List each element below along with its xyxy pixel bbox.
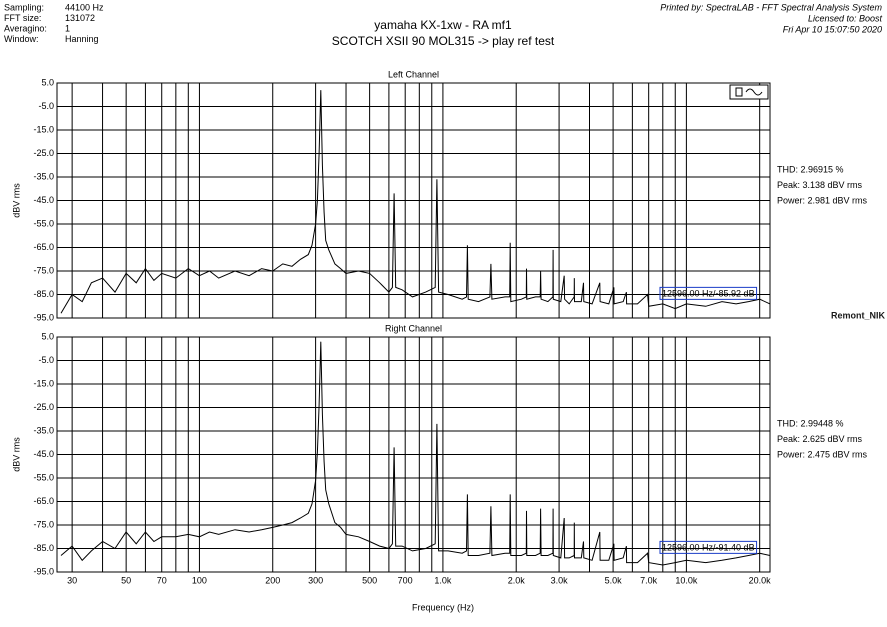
- marker-label: 12596.00 Hz/-85.92 dB: [662, 288, 755, 298]
- chart: Left Channel dBV rms 5.0 -5.0 -15.0 -25.0 -35.…: [11, 69, 867, 322]
- x-tick-label: 1.0k: [434, 575, 452, 585]
- y-axis-label: dBV rms: [11, 183, 21, 218]
- y-tick-label: -85.0: [33, 543, 54, 553]
- measurement: THD: 2.96915 %: [777, 164, 844, 174]
- y-tick-label: -85.0: [33, 289, 54, 299]
- x-tick-label: 50: [121, 575, 131, 585]
- y-tick-label: -25.0: [33, 402, 54, 412]
- watermark: Remont_NIK: [831, 310, 886, 320]
- y-tick-label: -55.0: [33, 218, 54, 228]
- x-tick-label: 2.0k: [508, 575, 526, 585]
- x-tick-label: 100: [192, 575, 207, 585]
- chart-title: Left Channel: [388, 69, 439, 79]
- printed-info: Fri Apr 10 15:07:50 2020: [783, 24, 882, 34]
- x-tick-label: 10.0k: [675, 575, 698, 585]
- info-value: 44100 Hz: [65, 2, 104, 12]
- x-tick-label: 20.0k: [749, 575, 772, 585]
- x-axis-label-group: Frequency (Hz): [412, 602, 474, 612]
- y-axis-label: dBV rms: [11, 437, 21, 472]
- info-value: 131072: [65, 13, 95, 23]
- toolbar-icon-glyph: [735, 87, 763, 97]
- marker-label: 12596.00 Hz/-91.40 dB: [662, 542, 755, 552]
- x-tick-label: 70: [157, 575, 167, 585]
- y-tick-label: -5.0: [38, 355, 54, 365]
- info-value: Hanning: [65, 34, 99, 44]
- info-value: 1: [65, 23, 70, 33]
- info-key: Sampling:: [4, 2, 44, 12]
- y-tick-label: -45.0: [33, 449, 54, 459]
- measurement: Power: 2.981 dBV rms: [777, 195, 868, 205]
- x-tick-label: 700: [398, 575, 413, 585]
- y-tick-label: -75.0: [33, 519, 54, 529]
- y-tick-label: -95.0: [33, 566, 54, 576]
- y-tick-label: -55.0: [33, 472, 54, 482]
- x-tick-label: 5.0k: [605, 575, 623, 585]
- printed-info: Licensed to: Boost: [808, 13, 883, 23]
- x-tick-label: 7.0k: [640, 575, 658, 585]
- marker-box: [659, 540, 758, 554]
- info-key: Window:: [4, 34, 39, 44]
- chart-title: Right Channel: [385, 323, 442, 333]
- x-axis-label: Frequency (Hz): [412, 602, 474, 612]
- measurement: Peak: 2.625 dBV rms: [777, 434, 863, 444]
- x-tick-label: 300: [308, 575, 323, 585]
- measurement: Peak: 3.138 dBV rms: [777, 180, 863, 190]
- marker-box: [659, 286, 758, 300]
- report-title: yamaha KX-1xw - RA mf1: [374, 18, 512, 32]
- printed-info: Printed by: SpectraLAB - FFT Spectral An…: [660, 2, 882, 12]
- measurement: Power: 2.475 dBV rms: [777, 449, 868, 459]
- spectrum-line: [60, 341, 771, 566]
- x-tick-label: 500: [362, 575, 377, 585]
- y-tick-label: -35.0: [33, 425, 54, 435]
- y-tick-label: -65.0: [33, 496, 54, 506]
- y-tick-label: -25.0: [33, 148, 54, 158]
- spectrum-line: [60, 90, 771, 314]
- y-tick-label: -15.0: [33, 124, 54, 134]
- y-tick-label: -15.0: [33, 378, 54, 388]
- y-tick-label: -35.0: [33, 171, 54, 181]
- y-tick-label: 5.0: [41, 77, 54, 87]
- measurement: THD: 2.99448 %: [777, 418, 844, 428]
- y-tick-label: -5.0: [38, 101, 54, 111]
- x-tick-label: 200: [265, 575, 280, 585]
- y-tick-label: 5.0: [41, 331, 54, 341]
- info-key: FFT size:: [4, 13, 41, 23]
- y-tick-label: -75.0: [33, 265, 54, 275]
- y-tick-label: -45.0: [33, 195, 54, 205]
- y-tick-label: -95.0: [33, 312, 54, 322]
- info-key: Averagino:: [4, 23, 47, 33]
- y-tick-label: -65.0: [33, 242, 54, 252]
- report-title: SCOTCH XSII 90 MOL315 -> play ref test: [332, 34, 555, 48]
- x-tick-label: 3.0k: [551, 575, 569, 585]
- chart: Right Channel dBV rms 5.0 -5.0 -15.0 -25.0 -35…: [11, 323, 867, 585]
- x-tick-label: 30: [67, 575, 77, 585]
